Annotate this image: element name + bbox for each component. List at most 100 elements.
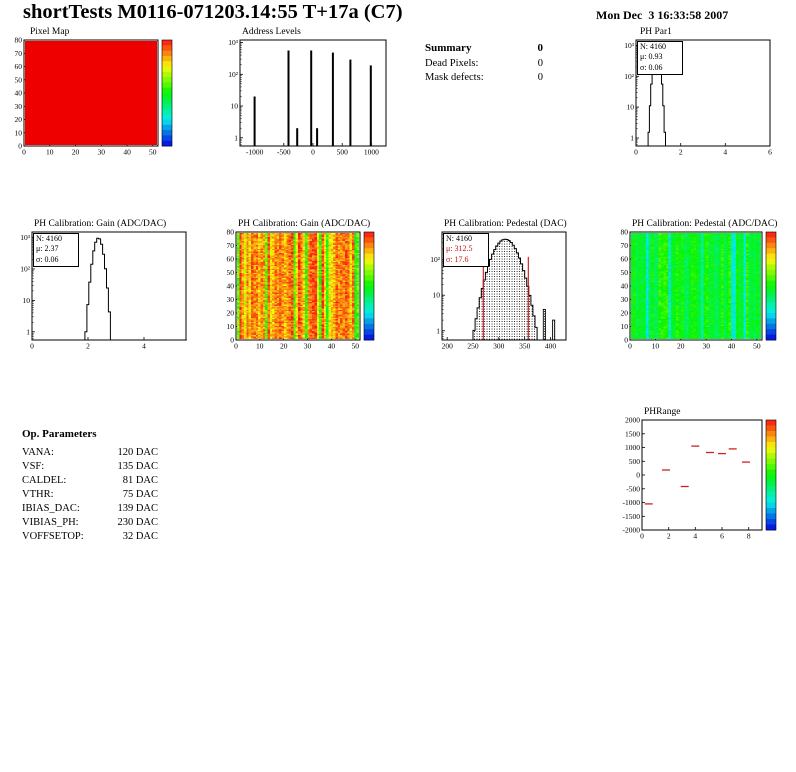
svg-text:40: 40 [15,89,23,98]
svg-text:50: 50 [15,75,23,84]
row-value: 0 [537,71,543,83]
svg-text:50: 50 [753,342,761,351]
panel-gain-map: PH Calibration: Gain (ADC/DAC) 0 10 20 30 40… [214,218,392,358]
svg-text:-500: -500 [277,148,291,157]
stat-sigma: σ: 0.06 [640,62,663,72]
param-row-vana: VANA: 120 DAC [22,447,158,458]
svg-text:60: 60 [621,255,629,264]
svg-text:10²: 10² [624,72,635,81]
chart-title: Address Levels [242,27,301,37]
chart-title: PH Calibration: Gain (ADC/DAC) [238,219,371,229]
param-label: VIBIAS_PH: [22,517,79,528]
svg-text:80: 80 [15,36,23,45]
svg-text:1: 1 [26,327,30,336]
ph-range-chart: 0 2 4 6 8 2000 1500 1000 500 0 -500 -1000 -1500 -2000 [606,406,796,548]
param-row-vibias-ph: VIBIAS_PH: 230 DAC [22,517,158,528]
svg-text:10: 10 [256,342,264,351]
panel-ph-range: PHRange 0 2 4 6 8 2000 1500 1000 500 0 -500 -1000 -1… [606,406,796,548]
svg-text:350: 350 [519,342,531,351]
summary-row-mask-defects: Mask defects: 0 [425,72,543,83]
svg-text:20: 20 [15,115,23,124]
svg-text:-1000: -1000 [246,148,264,157]
svg-text:0: 0 [311,148,315,157]
svg-text:0: 0 [628,342,632,351]
svg-text:4: 4 [142,342,146,351]
stats-box: N: 4160 μ: 2.37 σ: 0.06 [33,233,79,268]
svg-text:-2000: -2000 [623,526,641,535]
svg-text:10: 10 [652,342,660,351]
svg-text:200: 200 [442,342,454,351]
svg-text:6: 6 [720,532,724,541]
row-value: 0 [537,58,543,69]
panel-address-levels: Address Levels -1000 -500 0 500 1000 1 10 10² 10… [218,26,396,162]
panel-pedestal-map: PH Calibration: Pedestal (ADC/DAC) 0 10 20… [606,218,796,358]
chart-title: PH Calibration: Pedestal (DAC) [444,219,567,229]
svg-text:10: 10 [227,322,235,331]
svg-text:10: 10 [46,148,54,157]
summary-value: 0 [537,42,544,54]
svg-text:8: 8 [747,532,751,541]
chart-title: Pixel Map [30,27,70,37]
svg-text:60: 60 [227,255,235,264]
param-row-vthr: VTHR: 75 DAC [22,489,158,500]
svg-text:1: 1 [436,326,440,335]
svg-text:40: 40 [621,282,629,291]
summary-title: Summary [425,42,472,54]
param-label: IBIAS_DAC: [22,503,80,514]
svg-text:0: 0 [624,336,628,345]
param-value: 32 DAC [122,531,158,542]
svg-text:50: 50 [227,268,235,277]
svg-text:2: 2 [679,148,683,157]
svg-text:10²: 10² [228,70,239,79]
row-label: Mask defects: [425,71,484,83]
timestamp: Mon Dec 3 16:33:58 2007 [596,8,729,22]
chart-title: PH Calibration: Pedestal (ADC/DAC) [632,219,778,229]
svg-text:1000: 1000 [364,148,379,157]
svg-text:250: 250 [467,342,479,351]
svg-text:40: 40 [123,148,131,157]
svg-text:2000: 2000 [625,416,640,425]
svg-text:0: 0 [230,336,234,345]
svg-text:50: 50 [351,342,359,351]
stat-sigma: σ: 17.6 [446,254,469,264]
summary-row-dead-pixels: Dead Pixels: 0 [425,58,543,69]
pedestal-map-chart: 0 10 20 30 40 50 0 10 20 30 40 50 60 70 80 [606,218,796,358]
gain-distribution-chart: 0 2 4 1 10 10² 10³ [4,218,202,358]
svg-text:-500: -500 [626,484,640,493]
svg-text:0: 0 [640,532,644,541]
stat-mu: μ: 2.37 [36,244,59,254]
op-parameters-title: Op. Parameters [22,428,97,440]
param-label: VANA: [22,447,54,458]
svg-text:500: 500 [629,457,641,466]
param-row-caldel: CALDEL: 81 DAC [22,475,158,486]
svg-text:40: 40 [728,342,736,351]
svg-text:10²: 10² [430,255,441,264]
svg-text:30: 30 [702,342,710,351]
svg-text:1500: 1500 [625,429,640,438]
param-row-ibias-dac: IBIAS_DAC: 139 DAC [22,503,158,514]
svg-text:10: 10 [621,322,629,331]
svg-text:10: 10 [23,296,31,305]
param-value: 139 DAC [117,503,158,514]
svg-text:10: 10 [231,102,239,111]
svg-text:10³: 10³ [228,38,239,47]
svg-text:40: 40 [227,282,235,291]
param-label: VOFFSETOP: [22,531,84,542]
svg-text:80: 80 [227,228,235,237]
param-label: CALDEL: [22,475,67,486]
svg-text:50: 50 [149,148,157,157]
svg-text:4: 4 [723,148,727,157]
summary-block: Summary 0 Dead Pixels: 0 Mask defects: 0 [425,42,543,85]
stat-n: N: 4160 [446,234,472,243]
stats-box: N: 4160 μ: 0.93 σ: 0.06 [637,41,683,76]
svg-text:0: 0 [18,142,22,151]
param-value: 120 DAC [117,447,158,458]
svg-text:20: 20 [621,309,629,318]
stat-mu: μ: 312.5 [446,244,473,254]
svg-text:6: 6 [768,148,772,157]
summary-header: Summary 0 [425,42,543,54]
svg-text:1: 1 [630,134,634,143]
panel-ph-par1: PH Par1 N: 4160 μ: 0.93 σ: 0.06 0 2 4 6 1 10 1… [612,26,782,162]
svg-text:70: 70 [15,49,23,58]
svg-text:10³: 10³ [624,41,635,50]
